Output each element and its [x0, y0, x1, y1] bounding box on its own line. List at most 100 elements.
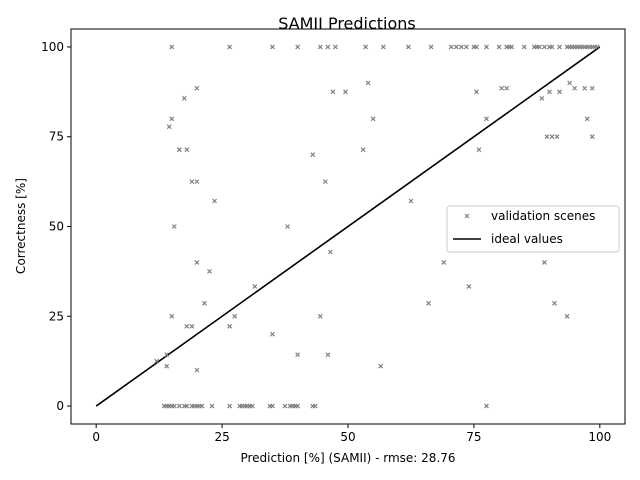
data-point	[202, 300, 207, 306]
data-point	[166, 124, 172, 130]
data-point	[594, 44, 600, 50]
y-tick-label: 50	[49, 220, 64, 234]
data-point	[285, 224, 290, 229]
data-point	[189, 323, 195, 329]
data-point	[557, 44, 562, 50]
data-point	[270, 44, 275, 50]
data-point	[209, 403, 215, 409]
data-point	[365, 80, 371, 86]
data-point	[541, 259, 547, 265]
chart-title: SAMII Predictions	[278, 14, 416, 33]
points-layer	[154, 44, 600, 409]
ideal-line-layer	[95, 46, 601, 407]
data-point	[189, 179, 195, 185]
data-point	[317, 44, 323, 50]
data-point	[325, 352, 331, 358]
data-point	[463, 44, 469, 50]
data-point	[212, 198, 217, 204]
data-point	[370, 116, 376, 122]
data-point	[169, 116, 175, 122]
data-point	[474, 89, 479, 95]
data-point	[325, 44, 331, 50]
data-point	[330, 89, 336, 95]
data-point	[554, 134, 560, 140]
data-point	[378, 363, 384, 369]
data-point	[360, 147, 366, 153]
data-point	[164, 352, 170, 358]
data-point	[363, 44, 369, 50]
legend-box	[446, 205, 620, 253]
data-point	[474, 44, 479, 50]
y-tick-label: 0	[56, 399, 64, 413]
data-point	[282, 403, 288, 409]
data-point	[194, 259, 200, 265]
data-point	[176, 403, 182, 409]
data-point	[476, 147, 482, 153]
legend: validation scenes ideal values	[446, 205, 620, 253]
x-tick-label: 100	[588, 430, 611, 444]
data-point	[227, 403, 233, 409]
x-tick-label: 0	[92, 430, 100, 444]
data-point	[270, 403, 275, 409]
data-point	[194, 85, 200, 91]
data-point	[322, 179, 328, 185]
data-point	[441, 259, 447, 265]
data-point	[317, 313, 323, 319]
data-point	[252, 284, 258, 289]
data-point	[295, 403, 301, 409]
data-point	[509, 44, 515, 50]
y-tick-label: 75	[49, 130, 64, 144]
data-point	[176, 147, 182, 153]
data-point	[484, 44, 489, 50]
x-tick-label: 25	[214, 430, 229, 444]
data-point	[171, 403, 177, 409]
data-point	[295, 352, 301, 358]
plot-area	[70, 28, 626, 425]
legend-label-validation-scenes: validation scenes	[491, 209, 595, 223]
data-point	[448, 44, 454, 50]
data-point	[552, 300, 557, 306]
data-point	[484, 116, 489, 122]
data-point	[564, 313, 570, 319]
data-point	[327, 249, 333, 255]
data-point	[227, 44, 233, 50]
x-tick-label: 75	[466, 430, 481, 444]
data-point	[164, 363, 170, 369]
data-point	[504, 85, 510, 91]
data-point	[332, 44, 338, 50]
data-point	[406, 44, 411, 50]
data-point	[184, 147, 190, 153]
data-point	[582, 85, 588, 91]
data-point	[169, 44, 175, 50]
data-point	[154, 358, 160, 364]
data-point	[453, 44, 459, 50]
data-point	[194, 367, 200, 373]
x-axis-ticks: 0 25 50 75 100	[92, 424, 611, 444]
data-point	[521, 44, 527, 50]
x-axis-title: Prediction [%] (SAMII) - rmse: 28.76	[240, 451, 455, 465]
data-point	[428, 44, 434, 50]
data-point	[184, 323, 190, 329]
data-point	[232, 313, 238, 319]
legend-marker-scatter-icon	[464, 213, 470, 219]
data-point	[227, 323, 233, 329]
data-point	[557, 89, 562, 95]
data-point	[458, 44, 464, 50]
data-point	[466, 284, 472, 289]
data-point	[549, 134, 555, 140]
data-point	[496, 44, 502, 50]
data-point	[171, 224, 177, 229]
y-tick-label: 25	[49, 309, 64, 323]
data-point	[310, 152, 316, 158]
data-point	[408, 198, 414, 204]
x-tick-label: 50	[340, 430, 355, 444]
data-point	[539, 95, 545, 101]
data-point	[194, 179, 200, 185]
data-point	[589, 85, 595, 91]
data-point	[184, 403, 190, 409]
data-point	[572, 85, 578, 91]
data-point	[541, 44, 547, 50]
y-tick-label: 100	[41, 40, 64, 54]
legend-label-ideal-values: ideal values	[491, 232, 563, 246]
